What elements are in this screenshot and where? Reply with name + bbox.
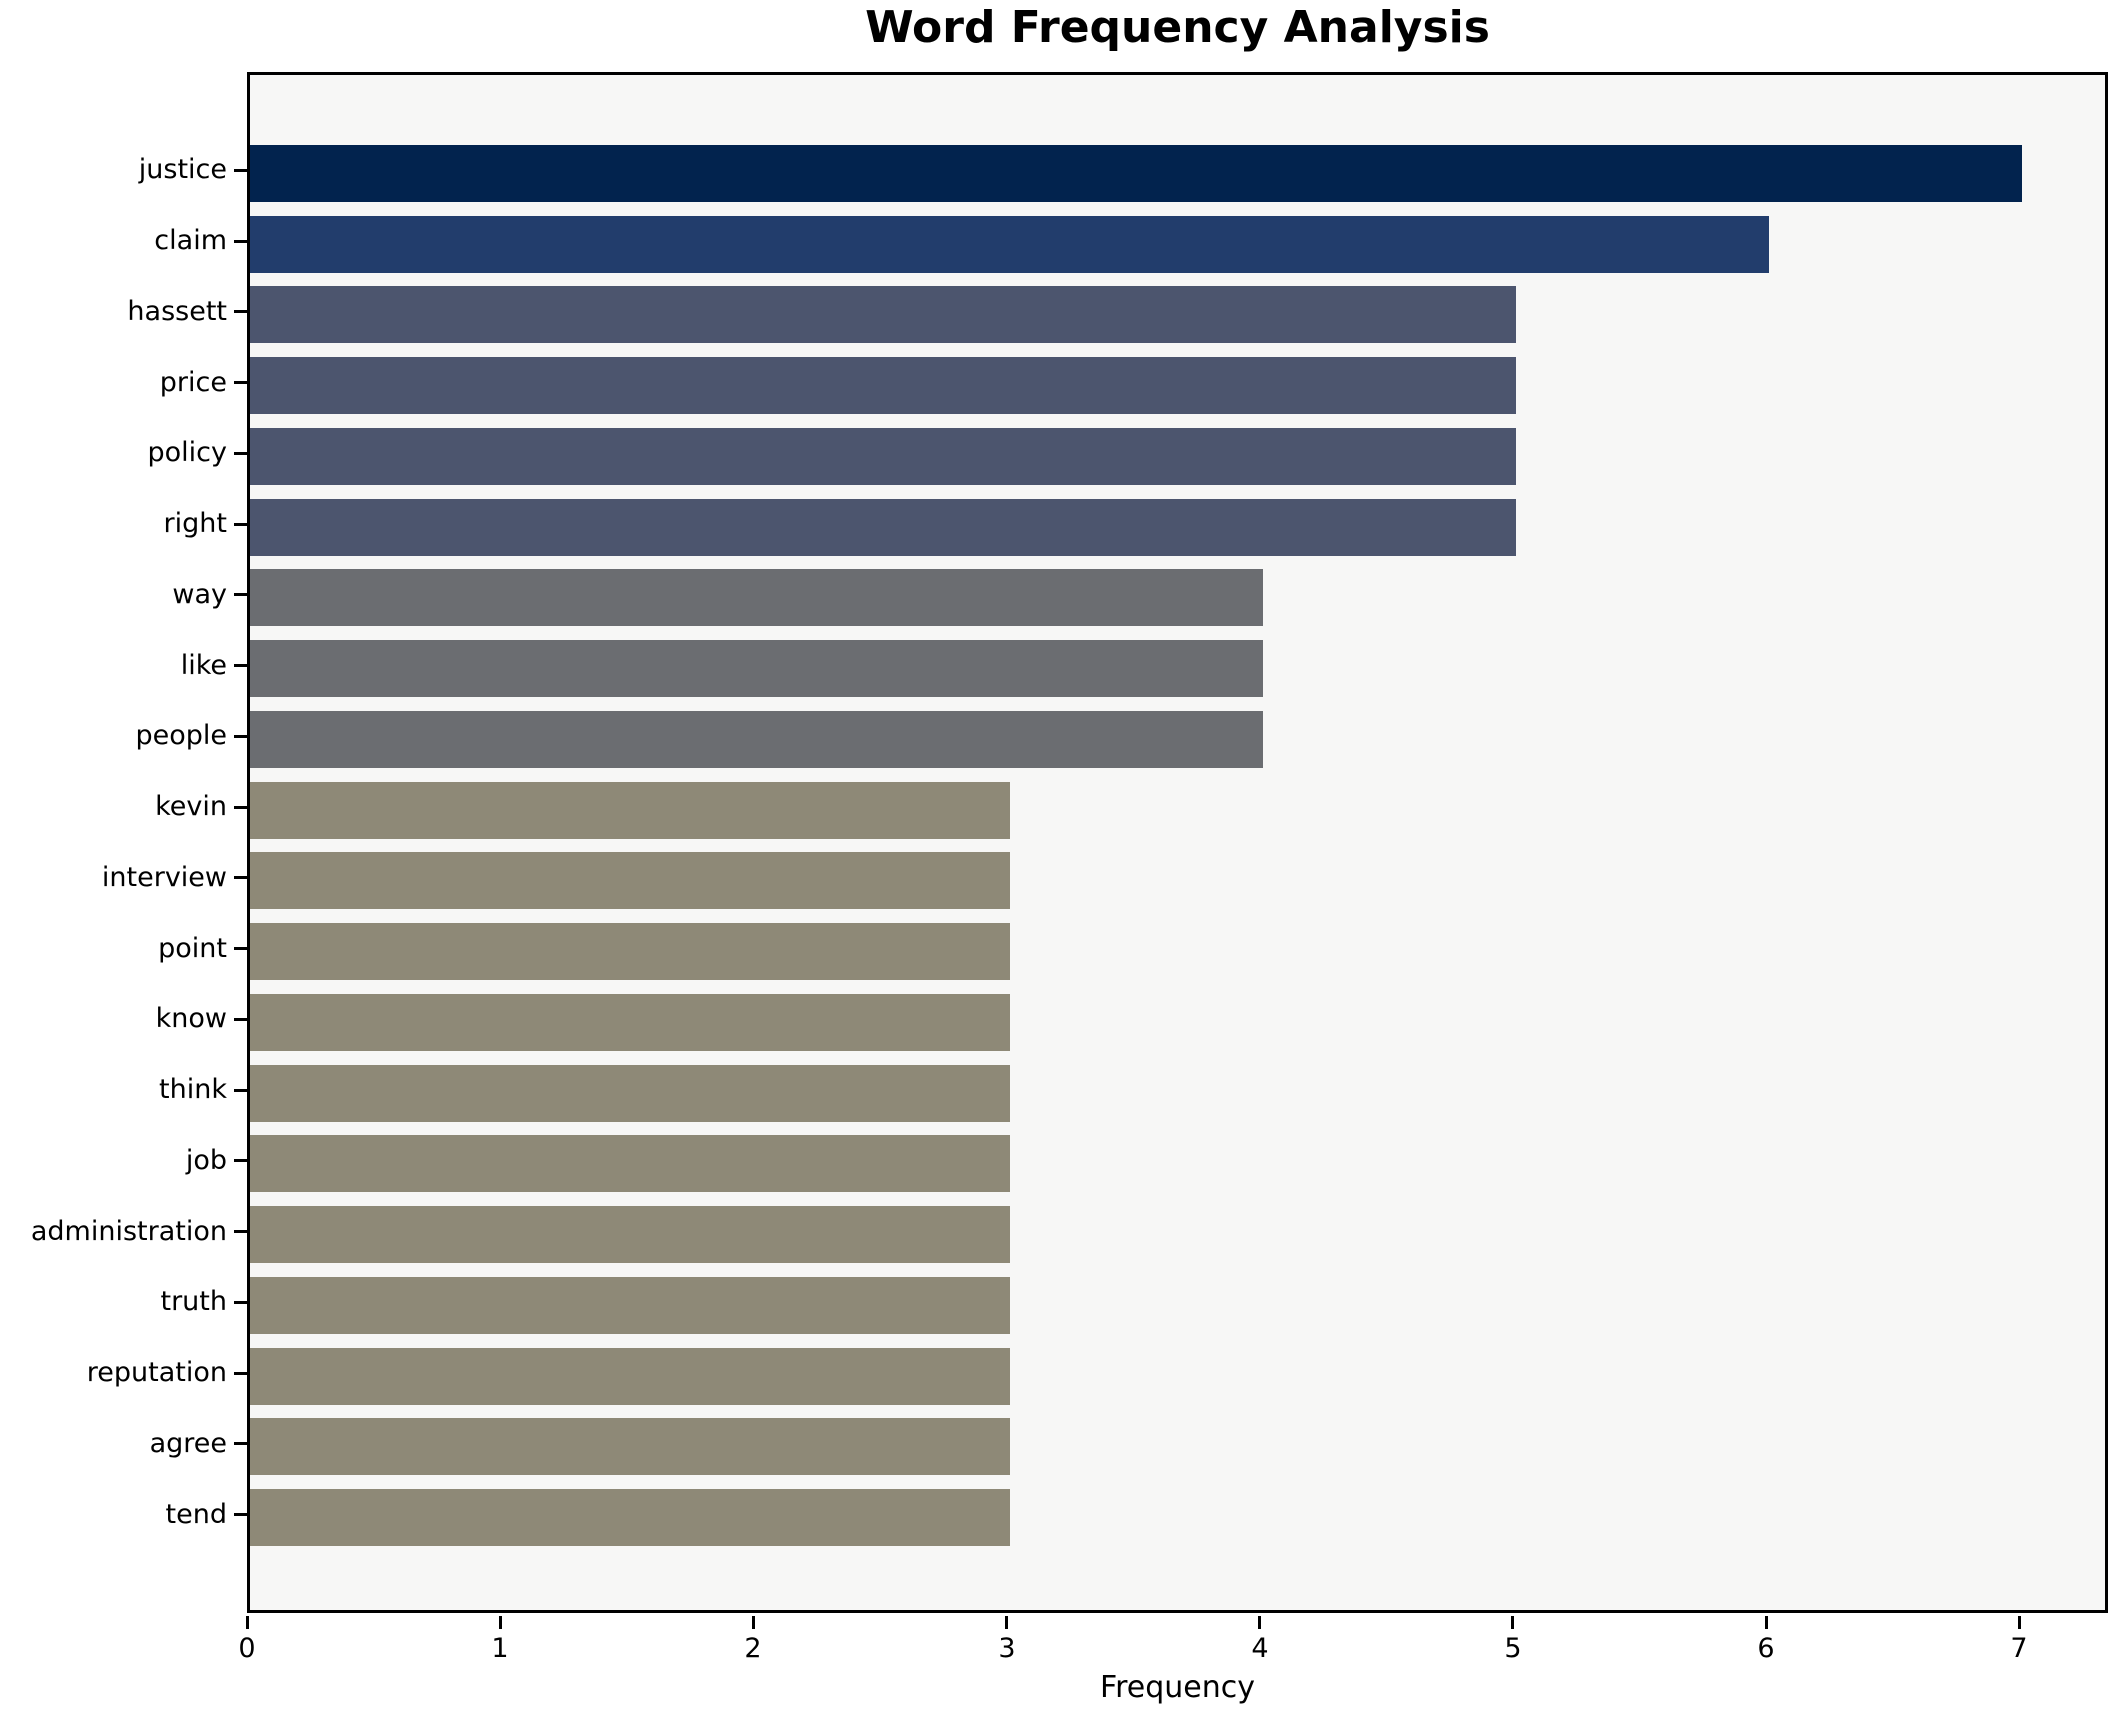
y-tick-label: administration	[30, 1216, 227, 1247]
y-tick-label: price	[159, 367, 227, 398]
y-tick-mark	[234, 169, 247, 172]
x-tick-label: 3	[998, 1633, 1016, 1664]
x-tick-label: 0	[238, 1633, 256, 1664]
x-axis-label: Frequency	[1100, 1670, 1255, 1705]
y-tick-mark	[234, 1513, 247, 1516]
bar	[250, 569, 1263, 626]
y-tick-mark	[234, 381, 247, 384]
chart-title: Word Frequency Analysis	[865, 2, 1490, 53]
bar	[250, 923, 1010, 980]
y-tick-mark	[234, 664, 247, 667]
x-tick-mark	[1258, 1616, 1261, 1629]
x-tick-label: 2	[744, 1633, 762, 1664]
x-tick-mark	[1511, 1616, 1514, 1629]
y-tick-label: know	[155, 1003, 227, 1034]
y-tick-label: like	[180, 650, 227, 681]
x-tick-mark	[1005, 1616, 1008, 1629]
y-tick-label: way	[172, 579, 227, 610]
y-tick-label: kevin	[155, 791, 227, 822]
bar	[250, 994, 1010, 1051]
bar	[250, 499, 1516, 556]
bar	[250, 852, 1010, 909]
x-tick-mark	[1765, 1616, 1768, 1629]
y-tick-label: interview	[101, 862, 227, 893]
y-tick-label: think	[159, 1074, 227, 1105]
y-tick-label: hassett	[127, 296, 227, 327]
x-tick-mark	[2018, 1616, 2021, 1629]
bar	[250, 145, 2022, 202]
y-tick-mark	[234, 1301, 247, 1304]
y-tick-label: tend	[165, 1499, 227, 1530]
x-tick-label: 7	[2010, 1633, 2028, 1664]
y-tick-label: claim	[154, 225, 227, 256]
y-tick-mark	[234, 523, 247, 526]
bar	[250, 1418, 1010, 1475]
bar	[250, 782, 1010, 839]
y-tick-mark	[234, 1018, 247, 1021]
bar	[250, 286, 1516, 343]
y-tick-label: policy	[147, 437, 227, 468]
y-tick-mark	[234, 1372, 247, 1375]
y-tick-label: right	[163, 508, 227, 539]
bar	[250, 711, 1263, 768]
y-tick-mark	[234, 310, 247, 313]
plot-area	[247, 72, 2108, 1613]
y-tick-mark	[234, 806, 247, 809]
x-tick-label: 5	[1504, 1633, 1522, 1664]
y-tick-mark	[234, 1230, 247, 1233]
x-tick-label: 1	[491, 1633, 509, 1664]
bar	[250, 1206, 1010, 1263]
bar	[250, 357, 1516, 414]
x-tick-label: 6	[1757, 1633, 1775, 1664]
x-tick-mark	[752, 1616, 755, 1629]
bar	[250, 1489, 1010, 1546]
y-tick-mark	[234, 452, 247, 455]
y-tick-label: truth	[160, 1286, 228, 1317]
y-tick-mark	[234, 876, 247, 879]
x-tick-label: 4	[1251, 1633, 1269, 1664]
bar	[250, 1348, 1010, 1405]
y-tick-label: people	[135, 720, 227, 751]
y-tick-mark	[234, 1089, 247, 1092]
bar	[250, 1277, 1010, 1334]
y-tick-label: agree	[149, 1428, 227, 1459]
y-tick-label: justice	[138, 154, 227, 185]
y-tick-label: reputation	[86, 1357, 227, 1388]
x-tick-mark	[246, 1616, 249, 1629]
y-tick-label: point	[158, 933, 227, 964]
y-tick-mark	[234, 1159, 247, 1162]
y-tick-mark	[234, 1442, 247, 1445]
y-tick-mark	[234, 735, 247, 738]
x-tick-mark	[499, 1616, 502, 1629]
y-tick-mark	[234, 240, 247, 243]
bar	[250, 1135, 1010, 1192]
y-tick-mark	[234, 593, 247, 596]
y-tick-mark	[234, 947, 247, 950]
bar	[250, 216, 1769, 273]
y-tick-label: job	[185, 1145, 227, 1176]
bar	[250, 1065, 1010, 1122]
bar	[250, 640, 1263, 697]
bar	[250, 428, 1516, 485]
